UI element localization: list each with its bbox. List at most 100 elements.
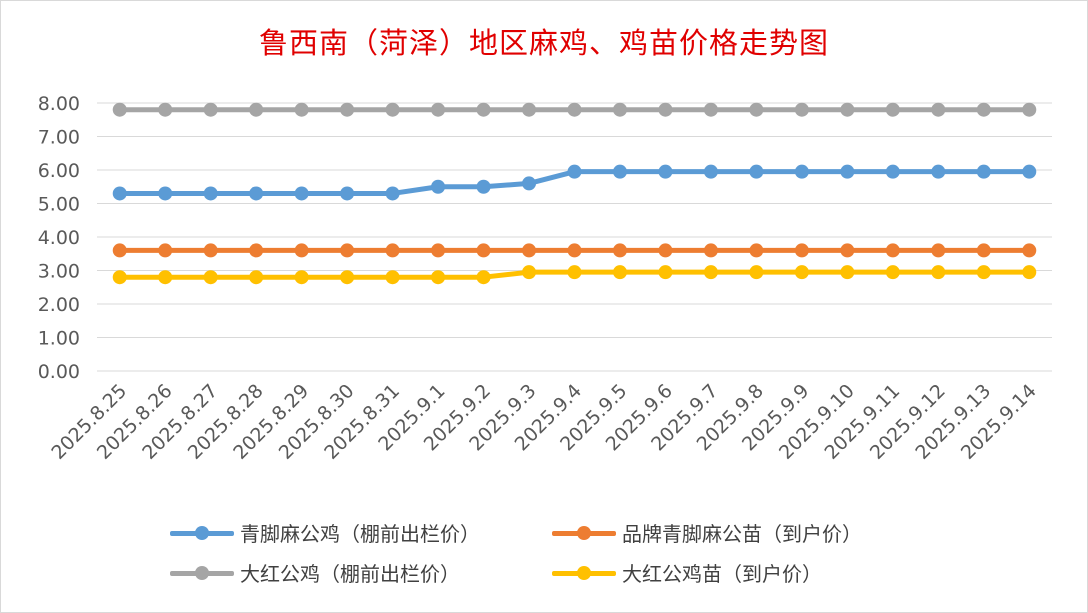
y-tick-label-0: 0.00 [38,361,80,383]
data-point-s1-6 [385,186,400,201]
data-point-s3-7 [431,102,446,117]
data-point-s4-6 [385,270,400,285]
data-point-s1-17 [885,164,900,179]
legend-marker-series-2 [577,525,591,540]
legend-label-series-4: 大红公鸡苗（到户价） [622,562,822,586]
data-point-s3-20 [1022,102,1037,117]
y-tick-label-1: 1.00 [38,328,80,350]
data-point-s4-11 [612,265,627,280]
legend-item-series-3[interactable]: 大红公鸡（棚前出栏价） [170,558,460,587]
data-point-s3-13 [703,102,718,117]
data-point-s1-3 [249,186,264,201]
data-point-s3-11 [612,102,627,117]
series-layer [112,102,1037,285]
data-point-s2-5 [340,243,355,258]
legend-marker-series-3 [195,565,209,580]
data-point-s4-1 [158,270,173,285]
data-point-s2-20 [1022,243,1037,258]
legend-swatch-series-3 [170,563,234,583]
data-point-s1-4 [294,186,309,201]
data-point-s1-16 [840,164,855,179]
legend-label-series-2: 品牌青脚麻公苗（到户价） [622,522,862,546]
data-point-s3-17 [885,102,900,117]
data-point-s1-11 [612,164,627,179]
data-point-s4-7 [431,270,446,285]
data-point-s2-12 [658,243,673,258]
data-point-s2-14 [749,243,764,258]
data-point-s2-19 [976,243,991,258]
data-point-s1-19 [976,164,991,179]
data-point-s4-18 [931,265,946,280]
data-point-s4-9 [522,265,537,280]
grid-layer [97,102,1052,372]
data-point-s2-4 [294,243,309,258]
legend-marker-series-1 [195,525,209,540]
data-point-s2-9 [522,243,537,258]
data-point-s3-10 [567,102,582,117]
data-point-s3-18 [931,102,946,117]
legend-item-series-1[interactable]: 青脚麻公鸡（棚前出栏价） [170,518,480,547]
data-point-s1-0 [112,186,127,201]
data-point-s4-15 [794,265,809,280]
x-axis-ticks: 2025.8.252025.8.262025.8.272025.8.282025… [47,380,1040,464]
legend-label-series-1: 青脚麻公鸡（棚前出栏价） [240,522,480,546]
data-point-s2-7 [431,243,446,258]
y-tick-label-7: 7.00 [38,127,80,149]
data-point-s3-12 [658,102,673,117]
data-point-s1-7 [431,179,446,194]
y-axis-ticks: 0.00 1.00 2.00 3.00 4.00 5.00 6.00 7.00 8.00 [38,93,80,383]
data-point-s3-0 [112,102,127,117]
data-point-s2-3 [249,243,264,258]
y-tick-label-6: 6.00 [38,160,80,182]
data-point-s1-12 [658,164,673,179]
data-point-s4-3 [249,270,264,285]
data-point-s2-15 [794,243,809,258]
data-point-s2-10 [567,243,582,258]
data-point-s3-15 [794,102,809,117]
data-point-s1-9 [522,176,537,191]
data-point-s2-6 [385,243,400,258]
y-tick-label-3: 3.00 [38,261,80,283]
data-point-s3-16 [840,102,855,117]
data-point-s1-8 [476,179,491,194]
legend-item-series-2[interactable]: 品牌青脚麻公苗（到户价） [552,518,862,547]
data-point-s4-5 [340,270,355,285]
data-point-s4-13 [703,265,718,280]
series-4 [112,265,1037,285]
data-point-s1-18 [931,164,946,179]
data-point-s1-10 [567,164,582,179]
data-point-s1-20 [1022,164,1037,179]
legend-swatch-series-1 [170,523,234,543]
data-point-s3-8 [476,102,491,117]
data-point-s3-5 [340,102,355,117]
data-point-s4-2 [203,270,218,285]
y-tick-label-5: 5.00 [38,194,80,216]
data-point-s2-8 [476,243,491,258]
data-point-s4-20 [1022,265,1037,280]
data-point-s1-14 [749,164,764,179]
data-point-s2-0 [112,243,127,258]
data-point-s3-6 [385,102,400,117]
data-point-s3-2 [203,102,218,117]
series-1 [112,164,1037,201]
legend-item-series-4[interactable]: 大红公鸡苗（到户价） [552,558,822,587]
data-point-s3-19 [976,102,991,117]
data-point-s4-12 [658,265,673,280]
data-point-s2-16 [840,243,855,258]
data-point-s1-15 [794,164,809,179]
data-point-s4-0 [112,270,127,285]
data-point-s3-14 [749,102,764,117]
data-point-s4-16 [840,265,855,280]
data-point-s3-1 [158,102,173,117]
data-point-s2-18 [931,243,946,258]
y-tick-label-4: 4.00 [38,227,80,249]
legend-label-series-3: 大红公鸡（棚前出栏价） [240,562,460,586]
data-point-s4-4 [294,270,309,285]
data-point-s4-8 [476,270,491,285]
data-point-s2-13 [703,243,718,258]
data-point-s1-13 [703,164,718,179]
y-tick-label-2: 2.00 [38,294,80,316]
